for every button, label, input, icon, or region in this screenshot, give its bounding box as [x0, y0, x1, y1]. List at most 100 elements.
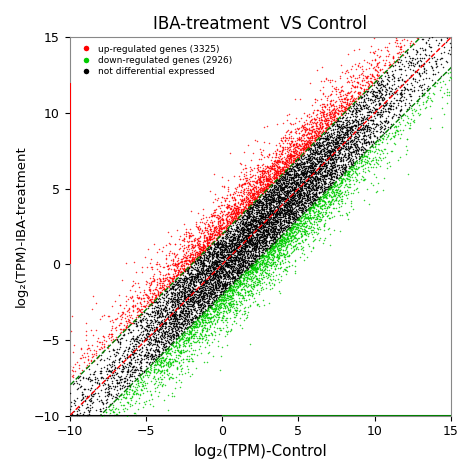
Point: [242, 201, 249, 208]
Point: [320, 167, 328, 174]
Point: [241, 258, 249, 265]
Point: [325, 138, 333, 146]
Point: [257, 214, 265, 222]
Point: [185, 253, 193, 261]
Point: [313, 187, 321, 194]
Point: [331, 106, 339, 114]
Point: [336, 118, 343, 125]
Point: [315, 150, 322, 158]
Point: [249, 177, 257, 184]
Point: [228, 262, 235, 270]
Point: [164, 313, 172, 321]
Point: [119, 365, 127, 373]
Point: [175, 277, 182, 284]
Point: [226, 149, 233, 156]
Point: [167, 295, 174, 302]
Point: [138, 386, 146, 394]
Point: [214, 257, 222, 265]
Point: [234, 208, 241, 216]
Point: [346, 169, 353, 176]
Point: [210, 240, 218, 248]
Point: [188, 319, 195, 326]
Point: [247, 182, 255, 190]
Point: [329, 152, 337, 160]
Point: [162, 313, 169, 320]
Point: [268, 240, 275, 247]
Point: [324, 169, 331, 177]
Point: [224, 221, 232, 229]
Point: [245, 218, 253, 226]
Point: [288, 138, 296, 146]
Point: [277, 205, 284, 212]
Point: [261, 205, 268, 212]
Point: [134, 294, 141, 301]
Point: [205, 318, 213, 325]
Point: [143, 299, 151, 307]
Point: [319, 208, 327, 216]
Point: [344, 210, 351, 218]
Point: [203, 237, 210, 245]
Point: [311, 176, 319, 184]
Point: [323, 154, 331, 162]
Point: [124, 391, 131, 398]
Point: [206, 325, 213, 333]
Point: [258, 215, 266, 222]
Point: [263, 195, 270, 202]
Point: [245, 254, 252, 261]
Point: [216, 305, 224, 312]
Point: [230, 296, 238, 304]
Point: [222, 245, 230, 253]
Point: [242, 228, 250, 236]
Point: [321, 119, 328, 127]
Point: [228, 228, 235, 235]
Point: [255, 226, 263, 234]
Point: [151, 327, 159, 335]
Point: [197, 307, 205, 314]
Point: [280, 196, 288, 203]
Point: [207, 285, 214, 293]
Point: [247, 264, 255, 272]
Point: [201, 266, 209, 274]
Point: [229, 242, 237, 250]
Point: [298, 152, 305, 160]
Point: [273, 243, 281, 251]
Point: [231, 219, 239, 227]
Point: [137, 321, 145, 329]
Point: [415, 70, 422, 78]
Point: [164, 278, 172, 285]
Point: [299, 244, 306, 252]
Point: [174, 262, 182, 270]
Point: [400, 87, 408, 94]
Point: [155, 297, 163, 304]
Point: [303, 159, 311, 166]
Point: [396, 107, 403, 114]
Point: [255, 245, 263, 252]
Point: [263, 201, 271, 209]
Point: [213, 251, 221, 259]
Point: [237, 196, 245, 204]
Point: [222, 248, 229, 256]
Point: [302, 164, 310, 172]
Point: [348, 122, 356, 129]
Point: [179, 302, 187, 310]
Point: [141, 303, 148, 311]
Point: [271, 190, 279, 198]
Point: [260, 200, 267, 207]
Point: [192, 218, 200, 226]
Point: [196, 245, 203, 253]
Point: [188, 295, 195, 303]
Point: [315, 208, 322, 215]
Point: [155, 337, 163, 345]
Point: [250, 237, 258, 244]
Point: [253, 231, 260, 239]
Point: [178, 255, 185, 263]
Point: [342, 180, 349, 188]
Point: [284, 207, 292, 215]
Point: [264, 245, 271, 253]
Point: [262, 183, 270, 191]
Point: [252, 178, 259, 186]
Point: [339, 87, 346, 95]
Point: [171, 285, 179, 293]
Point: [327, 171, 334, 178]
Point: [272, 157, 279, 164]
